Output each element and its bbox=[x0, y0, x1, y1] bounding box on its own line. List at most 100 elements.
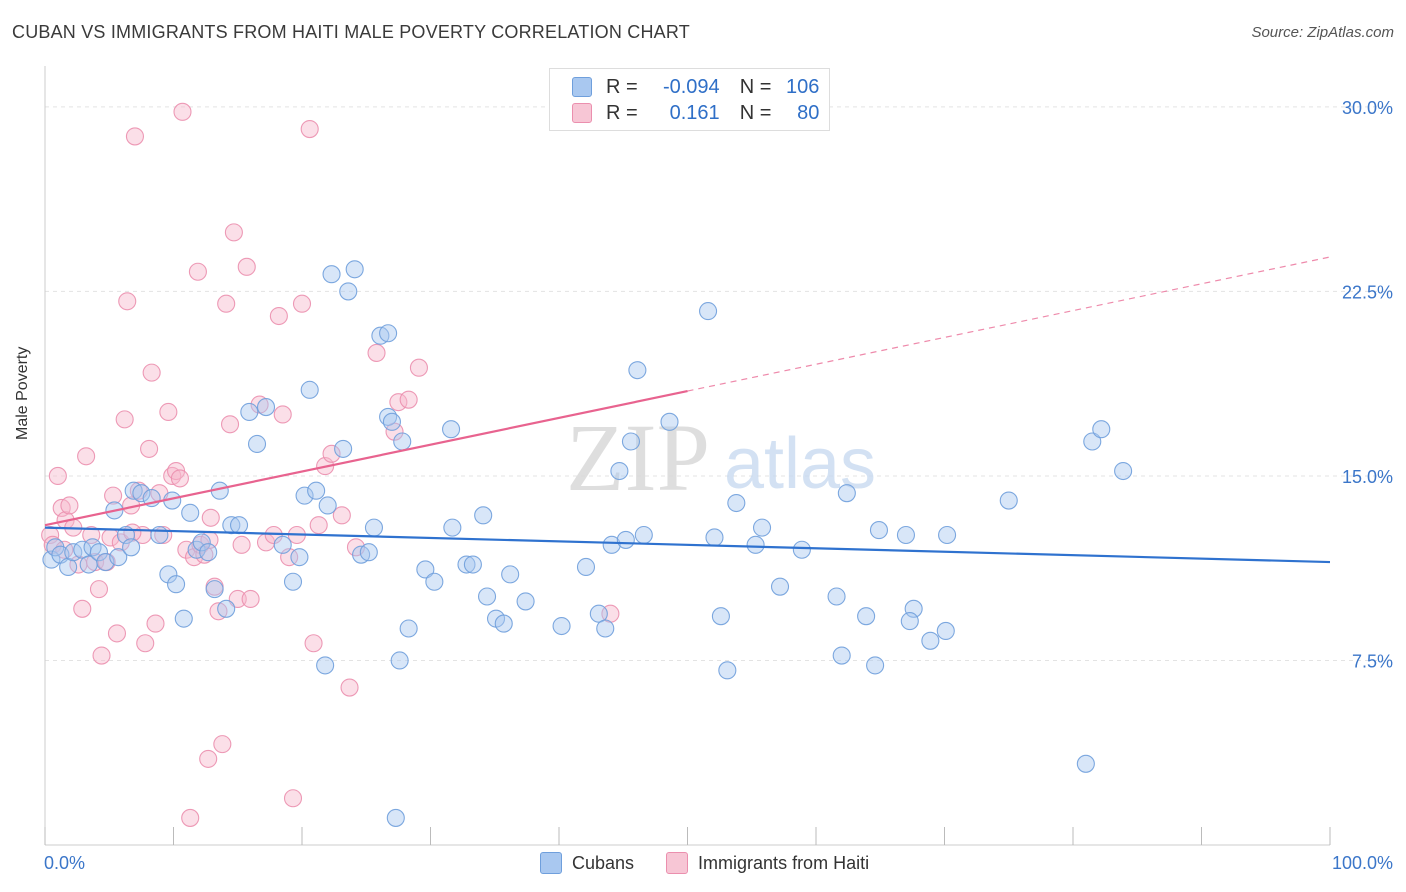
legend-r-value: 0.161 bbox=[669, 101, 720, 124]
series-cuban-points bbox=[42, 260, 1133, 827]
cuban-point bbox=[345, 260, 364, 279]
cuban-point bbox=[199, 543, 218, 562]
cuban-point bbox=[307, 481, 326, 500]
cuban-point bbox=[552, 616, 571, 636]
x-tick-label: 0.0% bbox=[44, 853, 85, 873]
cuban-point bbox=[443, 518, 462, 537]
cuban-point bbox=[463, 555, 482, 574]
cuban-point bbox=[442, 420, 461, 439]
haiti-point bbox=[322, 444, 341, 463]
cuban-point bbox=[1114, 461, 1133, 481]
cuban-point bbox=[273, 535, 292, 554]
cuban-point bbox=[240, 402, 259, 422]
haiti-point bbox=[125, 127, 144, 146]
cuban-point bbox=[921, 631, 940, 650]
cuban-point bbox=[999, 491, 1018, 510]
cuban-point bbox=[628, 361, 647, 380]
legend-row-cubans: R = -0.094 N = 106 bbox=[572, 75, 819, 99]
cuban-point bbox=[167, 575, 186, 594]
cuban-point bbox=[457, 555, 476, 574]
y-tick-label: 15.0% bbox=[1342, 467, 1393, 487]
correlation-legend: R = -0.094 N = 106 R = 0.161 N = 80 bbox=[549, 68, 830, 131]
series-haiti-points bbox=[41, 102, 620, 827]
cuban-point bbox=[474, 506, 493, 525]
cuban-point bbox=[393, 432, 412, 451]
haiti-point bbox=[177, 540, 196, 559]
cuban-point bbox=[746, 535, 765, 554]
legend-swatch-cubans bbox=[572, 77, 592, 97]
haiti-point bbox=[273, 405, 292, 424]
haiti-point bbox=[269, 306, 288, 326]
cuban-point bbox=[837, 484, 856, 503]
haiti-point bbox=[73, 599, 92, 618]
series-legend-swatch-cubans bbox=[540, 852, 562, 874]
legend-r-label: R = bbox=[606, 75, 638, 98]
haiti-point bbox=[136, 634, 155, 653]
source-label: Source: ZipAtlas.com bbox=[1251, 24, 1394, 41]
cuban-point bbox=[217, 599, 236, 618]
haiti-point bbox=[228, 589, 247, 609]
haiti-point bbox=[340, 678, 359, 697]
cuban-point bbox=[322, 265, 341, 284]
haiti-point bbox=[118, 292, 137, 311]
cuban-point bbox=[752, 518, 772, 537]
cuban-trend-line bbox=[44, 526, 1331, 564]
haiti-point bbox=[107, 624, 127, 643]
series-legend-swatch-haiti bbox=[666, 852, 689, 874]
haiti-point bbox=[220, 415, 240, 434]
trend-lines bbox=[44, 256, 1331, 564]
cuban-point bbox=[727, 493, 746, 513]
haiti-point bbox=[104, 486, 123, 505]
cuban-point bbox=[770, 577, 790, 596]
haiti-point bbox=[170, 469, 189, 488]
haiti-point bbox=[283, 789, 303, 808]
haiti-point bbox=[237, 257, 256, 276]
haiti-point bbox=[146, 614, 165, 633]
cuban-point bbox=[399, 619, 418, 638]
haiti-point bbox=[300, 119, 319, 139]
cuban-point bbox=[1083, 432, 1102, 451]
cuban-point bbox=[382, 412, 402, 431]
haiti-point bbox=[213, 735, 232, 754]
legend-n-label: N = bbox=[739, 101, 772, 124]
cuban-point bbox=[318, 496, 337, 515]
cuban-point bbox=[792, 540, 811, 559]
cuban-point bbox=[857, 607, 876, 626]
haiti-point bbox=[173, 102, 192, 121]
cuban-point bbox=[602, 535, 621, 554]
watermark-zip: ZIP bbox=[566, 404, 710, 511]
chart-title: CUBAN VS IMMIGRANTS FROM HAITI MALE POVE… bbox=[12, 22, 690, 42]
haiti-point bbox=[332, 506, 351, 525]
haiti-point bbox=[142, 363, 161, 382]
cuban-point bbox=[711, 607, 730, 626]
haiti-point bbox=[188, 262, 207, 281]
series-legend-label-cubans: Cubans bbox=[572, 852, 635, 873]
haiti-point bbox=[199, 749, 218, 768]
haiti-point bbox=[89, 580, 109, 599]
cuban-point bbox=[316, 656, 335, 675]
haiti-point bbox=[367, 343, 386, 362]
cuban-point bbox=[718, 661, 737, 680]
cuban-point bbox=[900, 612, 919, 631]
haiti-point bbox=[304, 634, 323, 653]
x-tick-labels: 0.0% 100.0% bbox=[44, 853, 1393, 873]
legend-row-haiti: R = 0.161 N = 80 bbox=[572, 101, 819, 125]
cuban-point bbox=[425, 572, 444, 591]
cuban-point bbox=[616, 530, 635, 549]
haiti-point bbox=[217, 294, 236, 313]
cuban-point bbox=[379, 324, 398, 343]
cuban-point bbox=[159, 565, 178, 584]
haiti-trend-line-extension bbox=[687, 256, 1331, 392]
cuban-point bbox=[705, 528, 724, 547]
cuban-point bbox=[256, 398, 276, 417]
axes bbox=[44, 66, 1331, 846]
cuban-point bbox=[494, 614, 513, 633]
y-tick-label: 30.0% bbox=[1342, 98, 1393, 118]
cuban-point bbox=[576, 557, 596, 577]
cuban-point bbox=[386, 808, 405, 827]
legend-r-label: R = bbox=[606, 101, 638, 124]
cuban-point bbox=[699, 302, 718, 321]
cuban-point bbox=[477, 587, 497, 606]
haiti-point bbox=[115, 410, 134, 429]
haiti-point bbox=[292, 294, 312, 313]
